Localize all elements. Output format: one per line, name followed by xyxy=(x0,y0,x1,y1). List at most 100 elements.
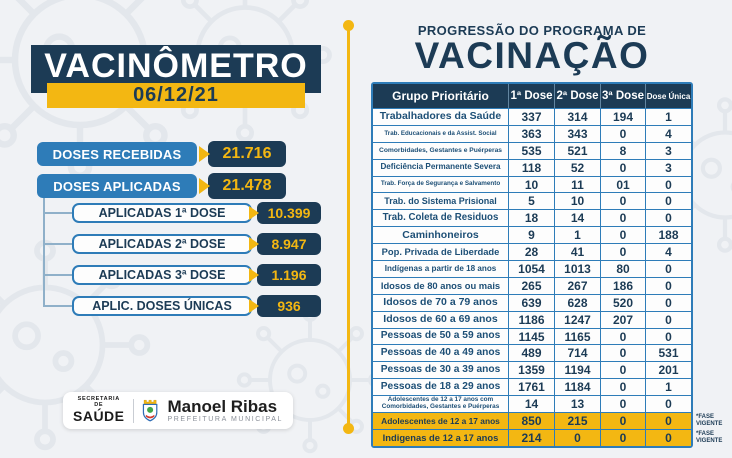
dose2-cell: 1013 xyxy=(554,261,600,277)
dose-unica-cell: 0 xyxy=(645,311,691,328)
dose-unica-cell: 1 xyxy=(645,109,691,125)
program-title-line1: PROGRESSÃO DO PROGRAMA DE xyxy=(417,23,647,38)
dose-unica-cell: 0 xyxy=(645,210,691,227)
dose3-cell: 0 xyxy=(600,159,645,176)
dose-unica-cell: 1 xyxy=(645,379,691,396)
dose2-cell: 14 xyxy=(554,210,600,227)
breakdown-label: APLICADAS 2ª DOSE xyxy=(98,237,226,251)
breakdown-row: APLIC. DOSES ÚNICAS 936 xyxy=(72,295,321,317)
dose3-cell: 0 xyxy=(600,125,645,142)
dose2-cell: 1184 xyxy=(554,379,600,396)
dose1-cell: 118 xyxy=(508,159,554,176)
dose3-cell: 207 xyxy=(600,311,645,328)
dose-unica-cell: 0 xyxy=(645,429,691,446)
group-cell: Idosos de 60 a 69 anos xyxy=(373,312,508,328)
divider-dot-bottom xyxy=(343,423,354,434)
stat-value-box: 21.478 xyxy=(208,173,286,199)
dose1-cell: 639 xyxy=(508,294,554,311)
column-header-dose-2: 2ª Dose xyxy=(554,84,600,108)
dose3-cell: 0 xyxy=(600,429,645,446)
dose1-cell: 535 xyxy=(508,142,554,159)
dose2-cell: 1247 xyxy=(554,311,600,328)
dose-unica-cell: 0 xyxy=(645,176,691,193)
arrow-right-icon xyxy=(249,299,259,313)
saude-label: SAÚDE xyxy=(73,407,125,424)
group-label: Pessoas de 18 a 29 anos xyxy=(380,380,501,392)
vacinometro-title: VACINÔMETRO xyxy=(44,47,308,85)
dose2-cell: 1 xyxy=(554,227,600,244)
dose2-cell: 215 xyxy=(554,413,600,429)
dose3-cell: 0 xyxy=(600,362,645,379)
group-label: Trabalhadores da Saúde xyxy=(379,110,502,123)
date-box: 06/12/21 xyxy=(47,83,305,108)
dose-unica-cell: 0 xyxy=(645,328,691,345)
dose1-cell: 10 xyxy=(508,176,554,193)
dose-unica-cell: 0 xyxy=(645,396,691,413)
dose1-cell: 489 xyxy=(508,345,554,362)
breakdown-label: APLICADAS 1ª DOSE xyxy=(98,206,226,220)
dose3-cell: 186 xyxy=(600,277,645,294)
fase-note-line: VIGENTE xyxy=(696,420,723,427)
breakdown-value-box: 8.947 xyxy=(257,233,321,255)
breakdown-label: APLICADAS 3ª DOSE xyxy=(98,268,226,282)
dose-unica-cell: 0 xyxy=(645,413,691,429)
dose2-cell: 521 xyxy=(554,142,600,159)
dose1-cell: 28 xyxy=(508,244,554,261)
dose2-cell: 52 xyxy=(554,159,600,176)
dose2-cell: 41 xyxy=(554,244,600,261)
table-row: Indigenas de 12 a 17 anos 214 0 0 0 *FAS… xyxy=(373,428,722,446)
connector-line xyxy=(44,243,72,245)
fase-vigente-note: *FASE VIGENTE xyxy=(696,431,722,445)
breakdown-value: 1.196 xyxy=(271,267,307,283)
table-row: Caminhoneiros 9 1 0 188 xyxy=(373,226,691,244)
dose2-cell: 1194 xyxy=(554,362,600,379)
group-label: Pessoas de 40 a 49 anos xyxy=(380,347,501,359)
virus-watermark xyxy=(230,300,390,458)
group-cell: Idosos de 70 a 79 anos xyxy=(373,295,508,311)
dose1-cell: 363 xyxy=(508,125,554,142)
group-label: Pessoas de 30 a 39 anos xyxy=(380,363,501,375)
dose1-cell: 1761 xyxy=(508,379,554,396)
group-cell: Caminhoneiros xyxy=(373,227,508,243)
secretaria-saude-logo: SECRETARIA DE SAÚDE xyxy=(73,397,125,424)
dose-unica-cell: 0 xyxy=(645,277,691,294)
connector-line xyxy=(43,197,45,307)
dose-unica-cell: 3 xyxy=(645,142,691,159)
stat-label: DOSES RECEBIDAS xyxy=(52,146,182,162)
dose1-cell: 265 xyxy=(508,277,554,294)
fase-note-line: *FASE xyxy=(696,430,715,437)
group-label: Comorbidades, Gestantes e Puérperas xyxy=(378,147,503,155)
dose3-cell: 0 xyxy=(600,244,645,261)
vaccination-table: Grupo Prioritário 1ª Dose 2ª Dose 3ª Dos… xyxy=(371,82,722,448)
column-header-dose-unica: Dose Única xyxy=(645,84,691,108)
dose-unica-cell: 4 xyxy=(645,244,691,261)
table-row: Indígenas a partir de 18 anos 1054 1013 … xyxy=(373,260,691,277)
prefeitura-logo: Manoel Ribas PREFEITURA MUNICIPAL xyxy=(168,398,284,423)
group-label: Trab. Força de Segurança e Salvamento xyxy=(380,180,501,188)
dose1-cell: 214 xyxy=(508,429,554,446)
fase-vigente-note: *FASE VIGENTE xyxy=(696,414,722,428)
group-cell: Pessoas de 30 a 39 anos xyxy=(373,362,508,378)
dose1-cell: 337 xyxy=(508,109,554,125)
group-cell: Comorbidades, Gestantes e Puérperas xyxy=(373,143,508,159)
dose3-cell: 0 xyxy=(600,379,645,396)
breakdown-value: 10.399 xyxy=(267,205,311,221)
group-label: Pessoas de 50 a 59 anos xyxy=(380,330,501,342)
logo-divider xyxy=(132,398,134,423)
breakdown-label-box: APLICADAS 3ª DOSE xyxy=(72,265,252,285)
fase-note-line: VIGENTE xyxy=(696,437,723,444)
dose1-cell: 18 xyxy=(508,210,554,227)
group-label: Deficiência Permanente Severa xyxy=(380,162,501,172)
dose2-cell: 267 xyxy=(554,277,600,294)
city-subtitle: PREFEITURA MUNICIPAL xyxy=(167,416,283,423)
dose-stats: DOSES RECEBIDAS 21.716 DOSES APLICADAS 2… xyxy=(37,141,286,199)
group-cell: Pessoas de 18 a 29 anos xyxy=(373,379,508,395)
arrow-right-icon xyxy=(249,237,259,251)
dose3-cell: 0 xyxy=(600,345,645,362)
group-cell: Trab. do Sistema Prisional xyxy=(373,193,508,209)
group-label: Trab. do Sistema Prisional xyxy=(384,195,497,206)
breakdown-row: APLICADAS 3ª DOSE 1.196 xyxy=(72,264,321,286)
dose2-cell: 714 xyxy=(554,345,600,362)
breakdown-label-box: APLIC. DOSES ÚNICAS xyxy=(72,296,252,316)
